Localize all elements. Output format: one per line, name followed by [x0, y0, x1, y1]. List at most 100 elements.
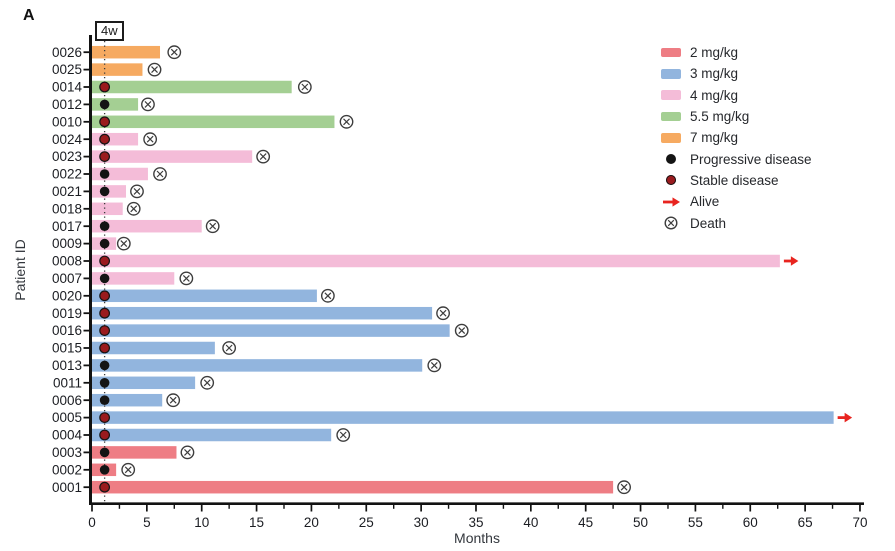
x-tick-label: 55	[688, 515, 703, 530]
death-icon-cross	[146, 135, 154, 143]
x-tick-label: 10	[194, 515, 209, 530]
patient-id-label: 0008	[52, 254, 82, 269]
swimmer-bar	[92, 98, 139, 111]
progressive-disease-dot	[99, 465, 110, 475]
progressive-disease-dot	[99, 447, 110, 458]
patient-id-label: 0009	[52, 236, 82, 251]
x-tick-label: 70	[852, 515, 867, 530]
y-axis-title: Patient ID	[12, 239, 28, 301]
progressive-disease-dot	[99, 186, 110, 197]
swimmer-bar	[92, 202, 123, 216]
x-tick-label: 35	[468, 515, 483, 530]
stable-disease-dot	[99, 307, 111, 319]
swimmer-bar	[92, 289, 317, 303]
stable-disease-dot	[99, 412, 111, 424]
death-icon-cross	[209, 222, 217, 230]
patient-id-label: 0021	[52, 184, 82, 199]
swimmer-bar	[92, 480, 614, 494]
death-icon-cross	[203, 379, 211, 387]
swimmer-bar	[92, 115, 335, 129]
patient-id-label: 0024	[52, 132, 83, 147]
stable-disease-dot	[99, 116, 111, 128]
stable-disease-dot-icon	[666, 175, 676, 186]
x-tick-label: 15	[249, 515, 264, 530]
legend-label: Stable disease	[690, 172, 779, 188]
patient-id-label: 0017	[52, 219, 82, 234]
patient-id-label: 0015	[52, 341, 82, 356]
progressive-disease-dot	[99, 378, 110, 388]
progressive-disease-dot	[99, 395, 110, 406]
x-tick-label: 45	[578, 515, 593, 530]
swimmer-bar	[92, 393, 163, 407]
figure-panel-label: A	[23, 7, 35, 24]
patient-id-label: 0018	[52, 201, 82, 216]
legend-item-marker: Progressive disease	[660, 148, 812, 169]
swimmer-bar	[92, 341, 215, 355]
legend-item-dose: 5.5 mg/kg	[660, 106, 812, 127]
legend-item-marker: Stable disease	[660, 170, 812, 191]
dose-color-swatch	[661, 90, 681, 100]
legend-label: 7 mg/kg	[690, 130, 739, 146]
alive-arrow-icon	[662, 197, 680, 207]
dose-color-swatch	[661, 111, 681, 122]
death-icon-cross	[184, 448, 191, 456]
legend-item-dose: 7 mg/kg	[660, 127, 812, 148]
patient-id-label: 0004	[52, 428, 83, 443]
progressive-disease-dot-icon	[666, 154, 676, 165]
progressive-disease-dot	[99, 99, 110, 110]
progressive-disease-dot	[99, 360, 110, 371]
swimmer-bar	[92, 45, 161, 59]
patient-id-label: 0022	[52, 167, 82, 182]
death-icon-cross	[130, 205, 138, 213]
legend-item-marker: Alive	[660, 191, 812, 212]
x-tick-label: 20	[304, 515, 319, 530]
legend-label: 3 mg/kg	[690, 66, 739, 82]
dose-color-swatch	[661, 47, 681, 58]
x-axis-title: Months	[454, 530, 500, 546]
patient-id-label: 0025	[52, 62, 82, 77]
death-icon-cross	[225, 344, 233, 352]
progressive-disease-dot	[99, 169, 110, 179]
legend-item-marker: Death	[660, 212, 812, 233]
swimmer-bar	[92, 132, 139, 146]
patient-id-label: 0001	[52, 480, 82, 495]
legend-item-dose: 4 mg/kg	[660, 85, 812, 106]
stable-disease-dot	[99, 290, 111, 302]
patient-id-label: 0010	[52, 114, 82, 129]
patient-id-label: 0026	[52, 45, 82, 60]
x-tick-label: 50	[633, 515, 648, 530]
death-icon-cross	[620, 483, 628, 491]
swimmer-bar	[92, 446, 177, 459]
death-icon-cross	[156, 170, 164, 178]
patient-id-label: 0019	[52, 306, 82, 321]
swimmer-bar	[92, 150, 253, 163]
swimmer-bar	[92, 376, 196, 390]
x-tick-label: 65	[798, 515, 813, 530]
stable-disease-dot	[99, 325, 111, 337]
patient-id-label: 0012	[52, 97, 82, 112]
stable-disease-dot	[99, 133, 111, 145]
death-icon-cross	[259, 153, 267, 161]
legend-item-dose: 2 mg/kg	[660, 42, 812, 63]
patient-id-label: 0003	[52, 445, 82, 460]
dose-color-swatch	[661, 133, 681, 143]
x-tick-label: 60	[743, 515, 758, 530]
swimmer-bar	[92, 324, 450, 337]
treatment-assessment-annotation: 4w	[95, 21, 124, 41]
legend: 2 mg/kg 3 mg/kg 4 mg/kg 5.5 mg/kg 7 mg/kg Pro…	[660, 42, 812, 234]
swimmer-bar	[92, 80, 292, 94]
death-icon-cross	[439, 309, 447, 317]
patient-id-label: 0006	[52, 393, 82, 408]
swimmer-bar	[92, 219, 202, 233]
x-tick-label: 40	[523, 515, 538, 530]
death-icon-cross	[133, 187, 141, 195]
stable-disease-dot	[99, 151, 111, 163]
death-icon-cross	[324, 292, 332, 300]
death-icon-cross	[458, 327, 466, 335]
patient-id-label: 0007	[52, 271, 82, 286]
death-icon-cross	[124, 466, 132, 474]
swimmer-bar	[92, 306, 433, 320]
x-tick-label: 25	[359, 515, 374, 530]
